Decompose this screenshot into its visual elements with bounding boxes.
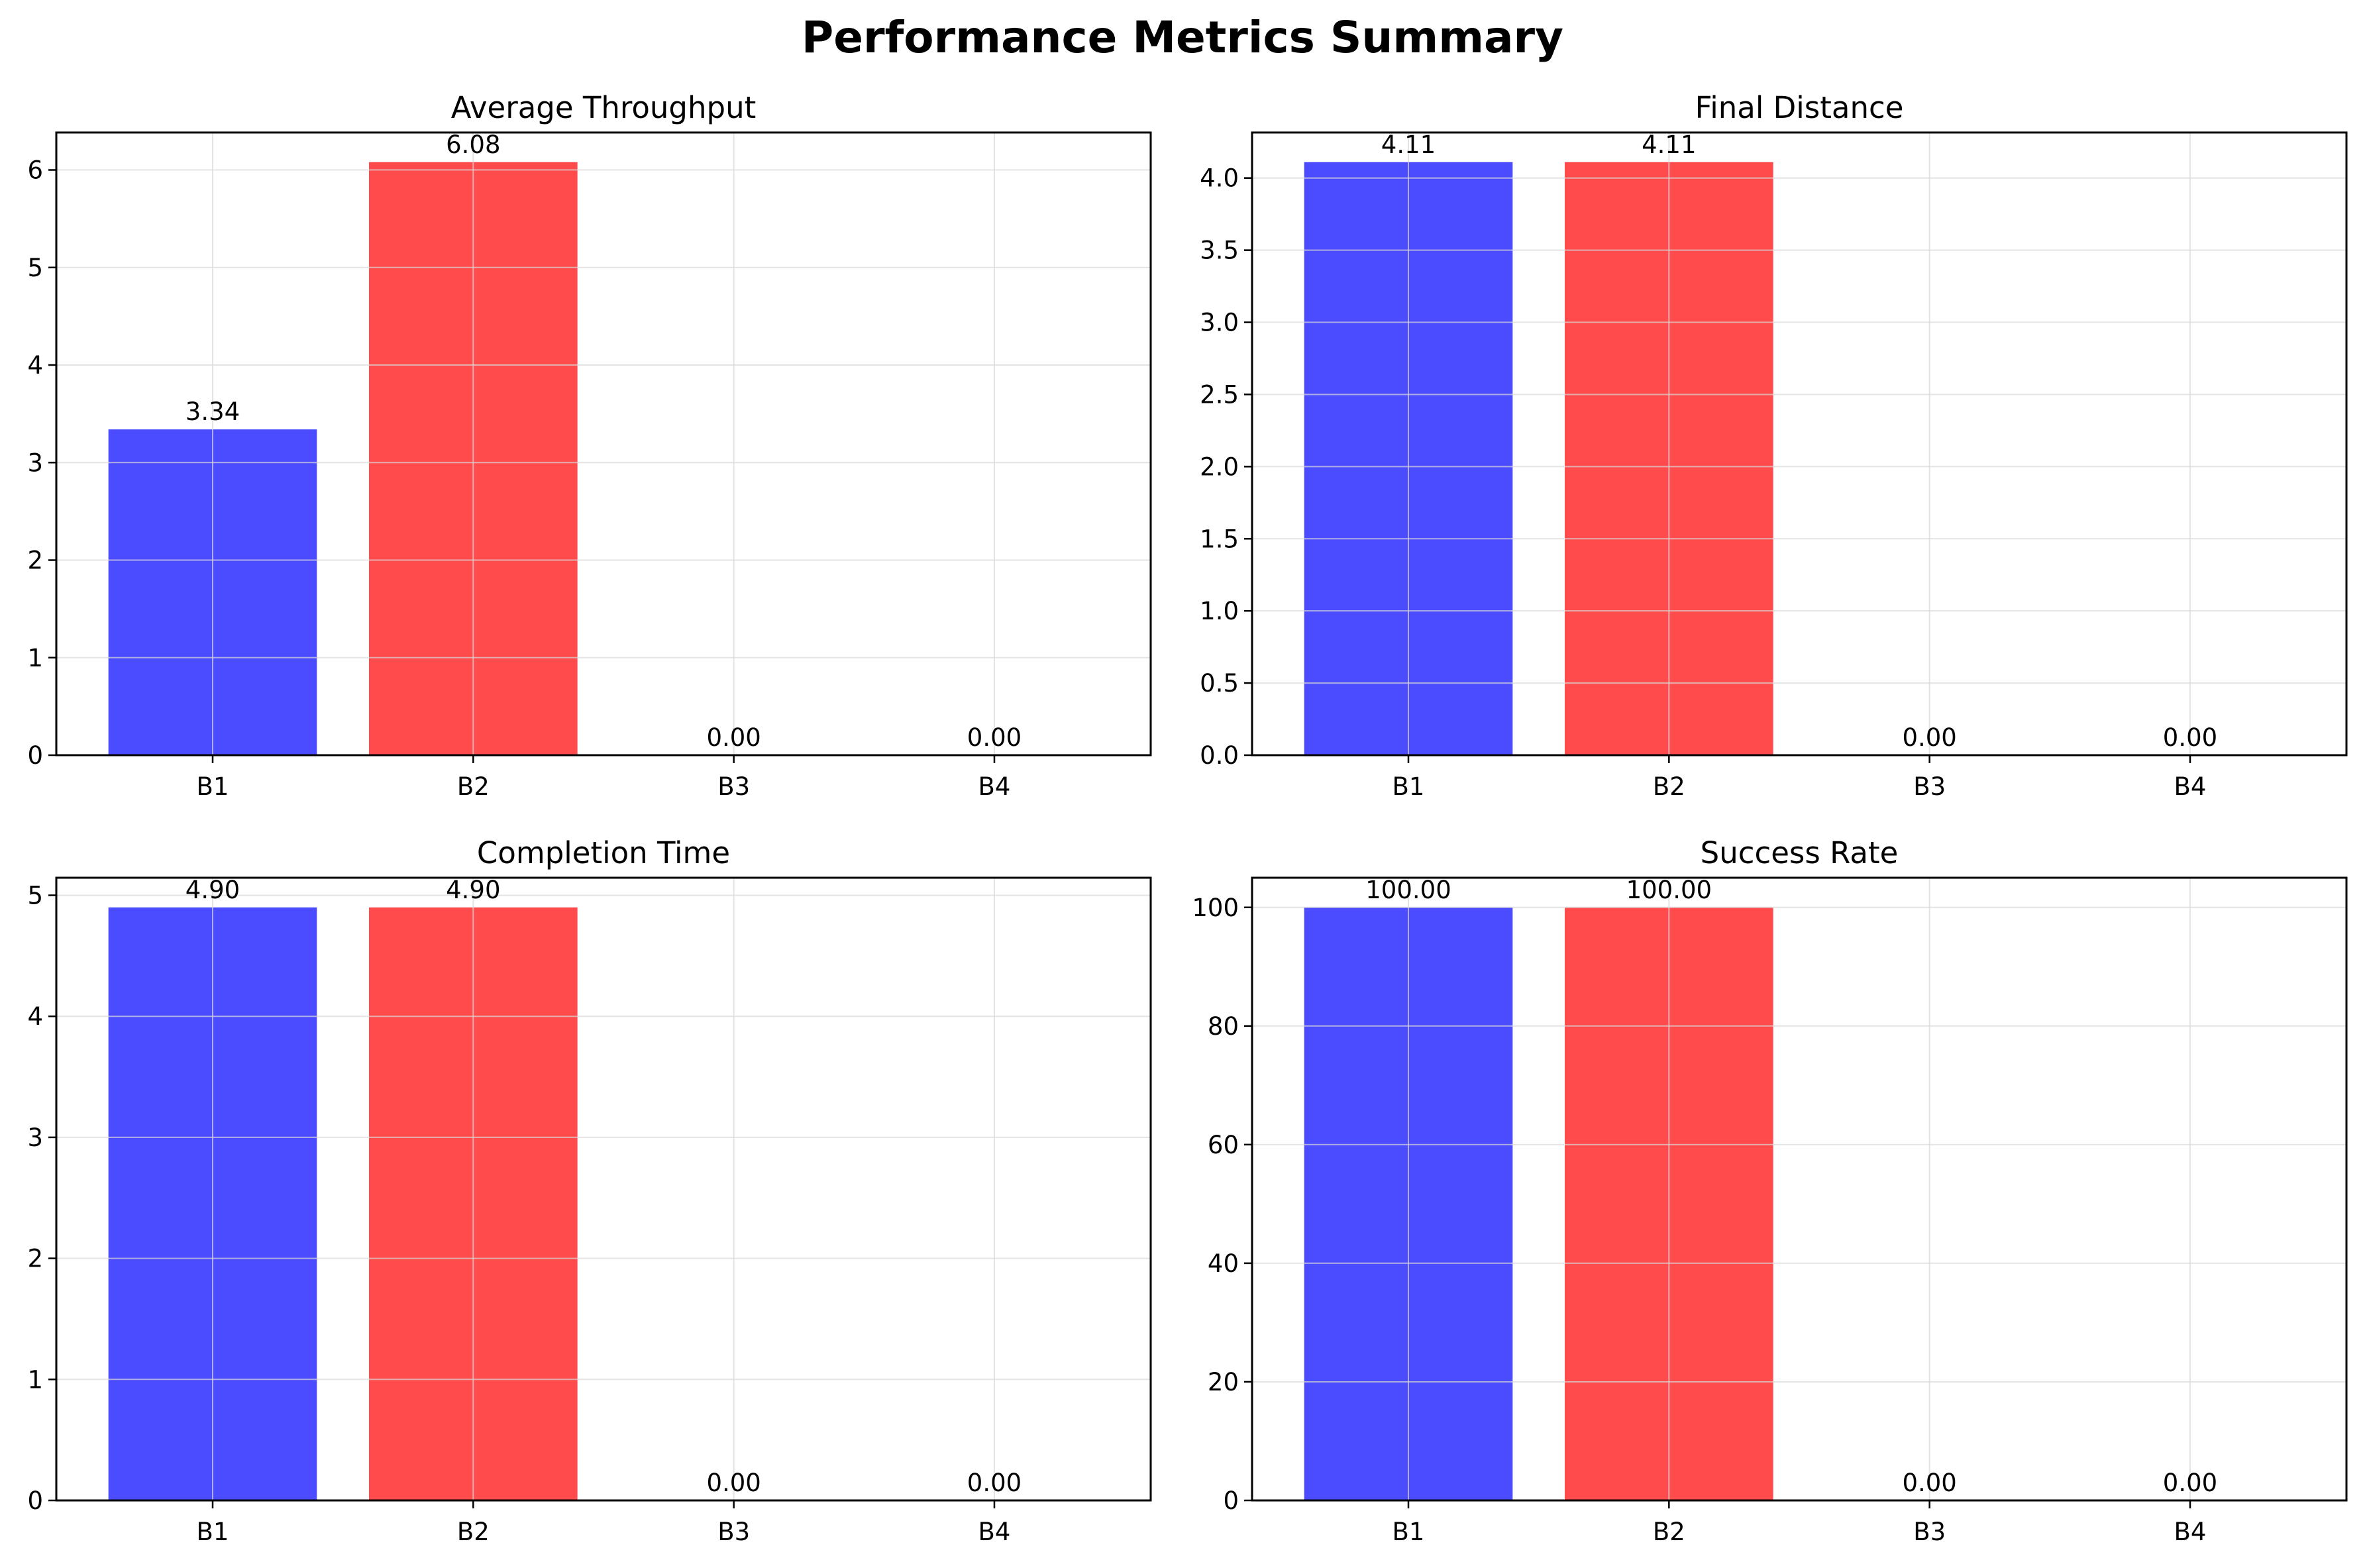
panel-title: Final Distance — [1695, 90, 1904, 125]
data-label-b4: 0.00 — [967, 723, 1022, 752]
x-tick-label: B1 — [197, 772, 229, 801]
data-label-b4: 0.00 — [2163, 723, 2217, 752]
data-label-b3: 0.00 — [1902, 723, 1956, 752]
y-tick-label: 100 — [1192, 894, 1239, 922]
data-label-b1: 3.34 — [185, 397, 240, 426]
panel-final-distance: Final Distance 0.0 0.5 1.0 1.5 2.0 2.5 3.0 3.5 4.… — [1200, 90, 2348, 801]
x-tick-label: B2 — [457, 1518, 490, 1546]
figure-title: Performance Metrics Summary — [801, 12, 1564, 63]
data-label-b2: 4.90 — [446, 876, 500, 904]
y-tick-label: 5 — [27, 881, 43, 910]
y-tick-label: 2 — [27, 1245, 43, 1273]
y-tick-label: 3.5 — [1200, 236, 1239, 265]
data-label-b3: 0.00 — [706, 1469, 761, 1497]
y-tick-label: 2 — [27, 547, 43, 575]
y-tick-label: 5 — [27, 254, 43, 282]
y-tick-label: 20 — [1208, 1368, 1239, 1396]
panel-title: Average Throughput — [451, 90, 756, 125]
y-tick-label: 0 — [1223, 1487, 1239, 1515]
x-tick-label: B4 — [2174, 772, 2207, 801]
panel-average-throughput: Average Throughput 0 1 2 3 4 5 6 B1 B2 B3 B4 3.34 6.0… — [27, 90, 1152, 801]
x-tick-label: B3 — [1913, 772, 1946, 801]
x-tick-label: B4 — [978, 772, 1011, 801]
x-tick-label: B4 — [978, 1518, 1011, 1546]
x-tick-label: B1 — [1393, 1518, 1425, 1546]
data-label-b3: 0.00 — [706, 723, 761, 752]
y-tick-label: 1 — [27, 1365, 43, 1394]
x-tick-label: B3 — [1913, 1518, 1946, 1546]
x-tick-label: B2 — [457, 772, 490, 801]
panel-completion-time: Completion Time 0 1 2 3 4 5 B1 B2 B3 B4 4.90 4.90 0.0… — [27, 835, 1152, 1546]
x-tick-label: B1 — [197, 1518, 229, 1546]
y-tick-label: 1 — [27, 644, 43, 672]
x-tick-label: B3 — [717, 772, 750, 801]
axes-frame — [1251, 131, 2348, 757]
axes-frame — [1251, 876, 2348, 1502]
y-tick-label: 3 — [27, 1124, 43, 1152]
y-tick-label: 1.0 — [1200, 597, 1239, 625]
y-tick-label: 0.0 — [1200, 741, 1239, 770]
y-tick-label: 3.0 — [1200, 309, 1239, 337]
data-label-b4: 0.00 — [2163, 1469, 2217, 1497]
axes-frame — [55, 876, 1152, 1502]
data-label-b3: 0.00 — [1902, 1469, 1956, 1497]
y-tick-label: 3 — [27, 448, 43, 477]
axes-frame — [55, 131, 1152, 757]
y-tick-label: 2.0 — [1200, 452, 1239, 481]
panel-title: Success Rate — [1701, 835, 1899, 870]
data-label-b1: 4.90 — [185, 876, 240, 904]
y-tick-label: 0 — [27, 741, 43, 770]
data-label-b1: 4.11 — [1381, 131, 1436, 159]
x-tick-label: B2 — [1653, 772, 1685, 801]
y-tick-label: 4 — [27, 351, 43, 380]
y-tick-label: 40 — [1208, 1249, 1239, 1278]
x-tick-label: B3 — [717, 1518, 750, 1546]
data-label-b4: 0.00 — [967, 1469, 1022, 1497]
panel-success-rate: Success Rate 0 20 40 60 80 100 B1 B2 B3 B4 100.00 10… — [1192, 835, 2348, 1546]
y-tick-label: 4 — [27, 1002, 43, 1031]
data-label-b2: 100.00 — [1626, 876, 1712, 904]
data-label-b2: 6.08 — [446, 131, 500, 159]
data-label-b1: 100.00 — [1365, 876, 1451, 904]
x-tick-label: B1 — [1393, 772, 1425, 801]
x-tick-label: B4 — [2174, 1518, 2207, 1546]
y-tick-label: 80 — [1208, 1012, 1239, 1041]
x-tick-label: B2 — [1653, 1518, 1685, 1546]
y-tick-label: 60 — [1208, 1131, 1239, 1159]
panel-title: Completion Time — [477, 835, 730, 870]
y-tick-label: 4.0 — [1200, 164, 1239, 193]
y-tick-label: 6 — [27, 156, 43, 185]
y-tick-label: 1.5 — [1200, 525, 1239, 553]
data-label-b2: 4.11 — [1642, 131, 1696, 159]
y-tick-label: 0 — [27, 1487, 43, 1515]
y-tick-label: 0.5 — [1200, 669, 1239, 698]
y-tick-label: 2.5 — [1200, 380, 1239, 409]
